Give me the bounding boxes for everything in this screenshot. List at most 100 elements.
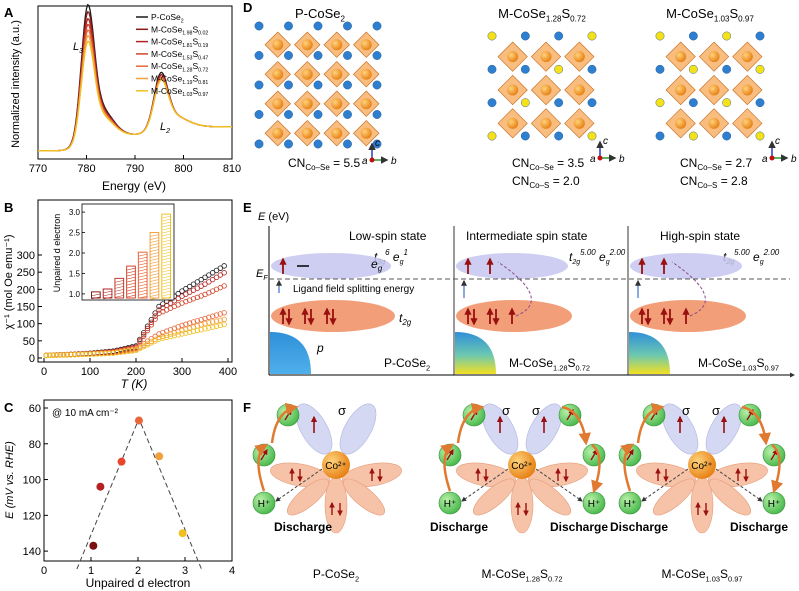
selenium-atom — [313, 21, 323, 31]
selenium-atom — [755, 98, 765, 108]
susceptibility-point — [194, 318, 201, 324]
cobalt-atom — [301, 127, 313, 139]
selenium-atom — [313, 110, 323, 119]
volcano-point — [89, 541, 98, 550]
cobalt-atom — [573, 51, 585, 63]
susceptibility-point — [217, 265, 224, 271]
axis-c-label: c — [775, 136, 780, 147]
susceptibility-point — [140, 333, 147, 339]
inset-bar-hatch — [161, 287, 171, 291]
inset-bar-hatch — [150, 234, 159, 237]
sulfur-atom — [587, 31, 597, 41]
susceptibility-point — [206, 279, 212, 285]
y-tick-label-b: 300 — [17, 250, 35, 262]
susceptibility-point — [183, 330, 189, 336]
susceptibility-point — [217, 272, 224, 278]
x-ticks-c: 0 1 2 3 4 — [41, 557, 235, 577]
p-band — [455, 332, 496, 374]
xas-curves — [38, 3, 232, 152]
selenium-atom — [520, 131, 530, 141]
cn-label-co-se: CNCo–Se = 3.5 — [512, 156, 584, 172]
susceptibility-point — [179, 327, 185, 334]
selenium-atom — [284, 51, 293, 60]
orbital-group-2: Co²⁺ σ σ H⁺ H⁺ Discharge Discharge M-CoSe1.28S0… — [430, 402, 608, 583]
cobalt-atom — [272, 127, 284, 139]
susceptibility-point — [148, 319, 155, 325]
susceptibility-point — [53, 352, 60, 358]
t2g-lobe-left — [286, 478, 330, 516]
discharge-label: Discharge — [430, 520, 488, 534]
panel-label-e: E — [243, 200, 252, 215]
adsorbate-sphere — [252, 491, 276, 515]
cobalt-atom — [540, 51, 552, 63]
hplus-label: H⁺ — [768, 499, 781, 510]
spin-state-title: Low-spin state — [349, 229, 427, 243]
axis-b-label: b — [619, 154, 625, 165]
inset-bar-hatch — [161, 257, 171, 261]
selenium-atom — [688, 31, 698, 41]
inset-bar-hatch — [138, 274, 148, 278]
reaction-arc — [254, 443, 269, 492]
cn-label-co-se: CNCo–Se = 2.7 — [680, 156, 752, 172]
x-tick-label-c: 2 — [135, 565, 141, 577]
y-tick-label-c: 60 — [29, 403, 41, 415]
susceptibility-point — [43, 352, 49, 359]
selenium-atom — [254, 139, 264, 149]
inset-bar-hatch — [161, 293, 171, 297]
susceptibility-point — [117, 349, 124, 355]
reaction-arc — [270, 402, 299, 444]
cobalt-atom — [272, 98, 284, 110]
y-tick-label-c: 100 — [23, 475, 41, 487]
cobalt-atom — [360, 98, 372, 110]
reaction-arc — [591, 443, 604, 494]
inset-bar-hatch — [161, 272, 171, 276]
susceptibility-point — [94, 351, 101, 357]
y-tick-label-b: 50 — [23, 336, 35, 348]
reaction-arc — [561, 405, 591, 446]
inset-bar-hatch — [103, 296, 112, 300]
inset-bars: 1.0 1.5 2.0 2.5 3.0 — [69, 208, 172, 300]
cobalt-atom — [301, 68, 313, 80]
y-tick-label-c: 80 — [29, 439, 41, 451]
adsorbate-spin-arrow — [590, 449, 598, 461]
inset-bar-hatch — [150, 285, 159, 288]
susceptibility-point — [160, 304, 166, 311]
selenium-atom — [587, 64, 597, 74]
y-tick-label-b: 200 — [17, 284, 35, 296]
susceptibility-point — [75, 351, 82, 358]
susceptibility-point — [179, 322, 185, 329]
sulfur-atom — [688, 131, 698, 141]
inset-bar-hatch — [150, 243, 159, 246]
susceptibility-point — [137, 343, 143, 349]
selenium-atom — [343, 110, 352, 119]
x-tick-label-b: 100 — [81, 366, 99, 378]
inset-bar-hatch — [114, 289, 124, 292]
susceptibility-point — [87, 351, 93, 357]
t2g-lobe-right — [528, 478, 572, 516]
susceptibility-point — [91, 351, 97, 357]
inset-bar-hatch — [126, 276, 136, 280]
cobalt-atom — [573, 84, 585, 96]
susceptibility-point — [198, 326, 204, 333]
state-compound-name: P-CoSe2 — [384, 356, 430, 372]
cobalt-atom — [741, 117, 753, 129]
volcano-point — [96, 482, 105, 491]
inset-bar-hatch — [150, 246, 159, 249]
selenium-atom — [254, 110, 264, 119]
susceptibility-point — [148, 322, 155, 328]
x-tick-label-a: 780 — [77, 163, 95, 175]
selenium-atom — [372, 51, 382, 60]
susceptibility-point — [50, 352, 56, 359]
susceptibility-point — [206, 314, 212, 321]
sulfur-atom — [722, 31, 732, 41]
y-tick-label-c: 140 — [23, 546, 41, 558]
susceptibility-point — [213, 318, 220, 324]
inset-bar-hatch — [138, 292, 148, 296]
volcano-points — [76, 416, 202, 570]
y-tick-label-b: 250 — [17, 267, 35, 279]
axis-a-dot — [597, 155, 603, 161]
selenium-atom — [284, 139, 293, 149]
x-axis-label-a: Energy (eV) — [102, 179, 166, 193]
susceptibility-point — [190, 319, 197, 325]
